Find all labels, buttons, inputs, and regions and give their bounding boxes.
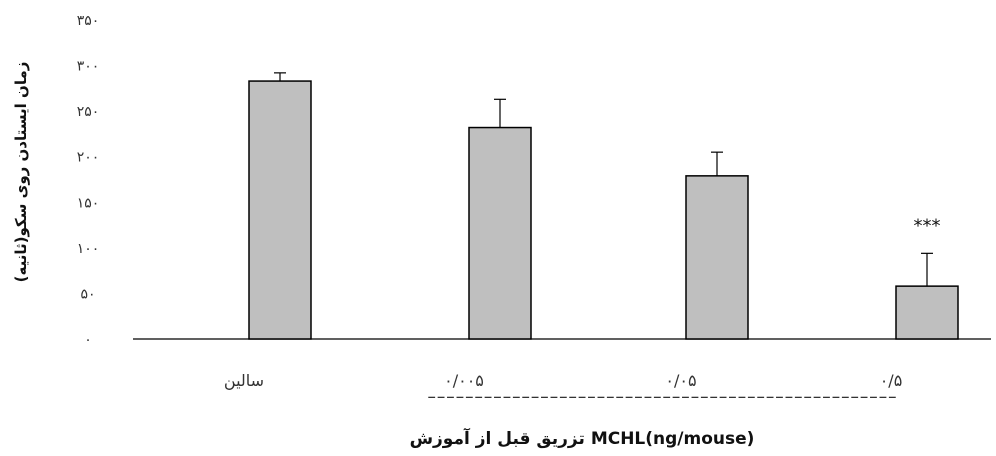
y-tick-label: ۳۵۰ (77, 13, 100, 29)
error-bar (711, 151, 723, 176)
x-axis-category-labels: سالین ۰/۰۰۵ ۰/۰۵ ۰/۵ (224, 371, 902, 391)
bar (248, 80, 312, 340)
x-axis-label: MCHL(ng/mouse) تزریق قبل از آموزش (410, 427, 755, 449)
group-divider: ----------------------------------------… (427, 387, 897, 406)
x-category-label: ۰/۵ (880, 371, 903, 390)
y-tick-label: ۱۵۰ (77, 195, 100, 211)
y-tick-label: ۳۰۰ (77, 59, 100, 75)
y-tick-label: ۲۰۰ (77, 150, 100, 166)
y-tick-label: ۲۵۰ (77, 104, 100, 120)
x-category-label: ۰/۰۰۵ (444, 371, 484, 390)
error-bar (494, 98, 506, 128)
y-axis-ticks: ۰ ۵۰ ۱۰۰ ۱۵۰ ۲۰۰ ۲۵۰ ۳۰۰ ۳۵۰ (77, 13, 100, 348)
significance-mark: *** (914, 215, 941, 236)
bar (685, 175, 749, 340)
x-category-label: سالین (224, 371, 264, 391)
y-axis-label: زمان ایستادن روی سکو(ثانیه) (12, 62, 30, 283)
error-bar (921, 252, 933, 287)
error-bars (274, 72, 933, 287)
bars (248, 80, 959, 340)
error-bar (274, 72, 286, 82)
significance-marks: *** (914, 215, 941, 236)
bar (468, 126, 532, 340)
x-category-label: ۰/۰۵ (665, 371, 696, 390)
bar (895, 285, 959, 340)
y-tick-label: ۰ (84, 332, 92, 348)
y-tick-label: ۱۰۰ (77, 241, 100, 257)
y-tick-label: ۵۰ (80, 286, 95, 302)
